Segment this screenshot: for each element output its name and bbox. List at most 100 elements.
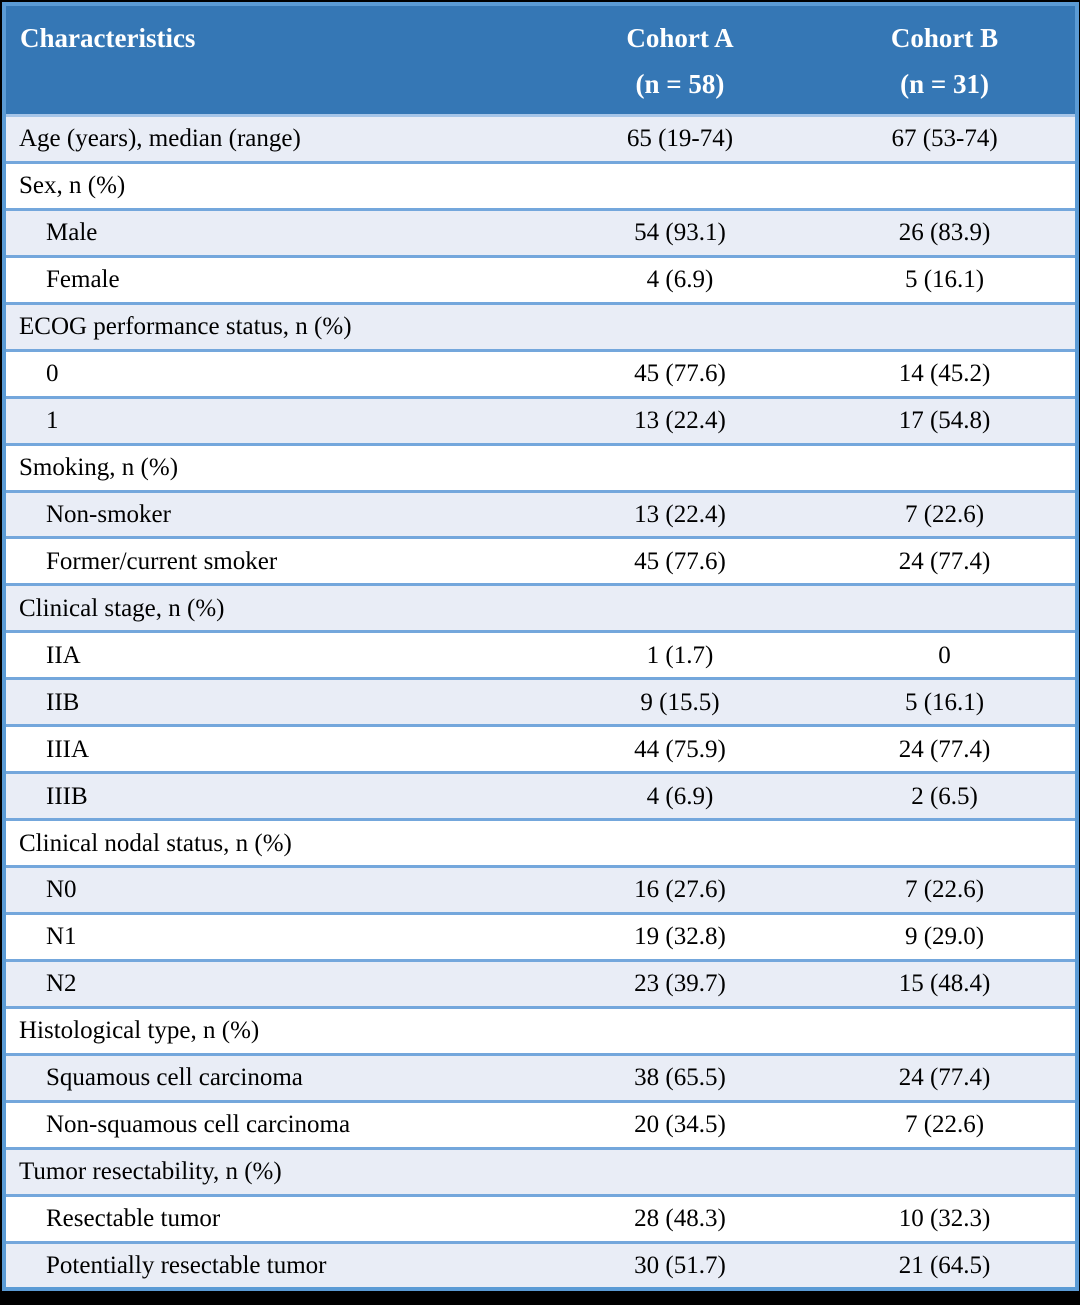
cohort-a-value: 4 (6.9)	[545, 772, 815, 820]
cohort-a-value	[545, 584, 815, 632]
row-label: Tumor resectability, n (%)	[4, 1148, 546, 1196]
cohort-a-value	[545, 444, 815, 491]
cohort-a-value: 44 (75.9)	[545, 725, 815, 773]
cohort-a-n: (n = 58)	[635, 69, 725, 99]
cohort-a-value: 38 (65.5)	[545, 1054, 815, 1102]
cohort-a-value	[545, 1007, 815, 1055]
cohort-a-value: 4 (6.9)	[545, 256, 815, 304]
row-label: Male	[4, 209, 546, 257]
row-label: Female	[4, 256, 546, 304]
cohort-b-value: 24 (77.4)	[814, 537, 1077, 585]
cohort-a-value: 9 (15.5)	[545, 678, 815, 726]
row-label: Clinical nodal status, n (%)	[4, 819, 546, 867]
cohort-b-value: 26 (83.9)	[814, 209, 1077, 257]
cohort-b-value	[814, 1148, 1077, 1196]
row-label: ECOG performance status, n (%)	[4, 303, 546, 351]
row-label: Smoking, n (%)	[4, 444, 546, 491]
cohort-a-value: 65 (19-74)	[545, 115, 815, 163]
cohort-a-name: Cohort A	[626, 23, 734, 53]
row-label: 0	[4, 350, 546, 398]
cohort-b-value	[814, 1007, 1077, 1055]
cohort-a-value: 54 (93.1)	[545, 209, 815, 257]
cohort-b-value	[814, 303, 1077, 351]
table-row: Female 4 (6.9) 5 (16.1)	[4, 256, 1077, 304]
table-row: Tumor resectability, n (%)	[4, 1148, 1077, 1196]
row-label: Clinical stage, n (%)	[4, 584, 546, 632]
header-cohort-a: Cohort A (n = 58)	[545, 4, 815, 116]
row-label: Former/current smoker	[4, 537, 546, 585]
cohort-b-value: 14 (45.2)	[814, 350, 1077, 398]
cohort-b-value: 24 (77.4)	[814, 1054, 1077, 1102]
cohort-b-value: 21 (64.5)	[814, 1242, 1077, 1289]
cohort-a-value	[545, 162, 815, 210]
cohort-a-value: 16 (27.6)	[545, 866, 815, 914]
row-label: Squamous cell carcinoma	[4, 1054, 546, 1102]
header-characteristics: Characteristics	[4, 4, 546, 116]
cohort-b-value	[814, 584, 1077, 632]
cohort-a-value: 13 (22.4)	[545, 397, 815, 445]
cohort-b-value	[814, 444, 1077, 491]
row-label: N0	[4, 866, 546, 914]
table-row: ECOG performance status, n (%)	[4, 303, 1077, 351]
table-row: 1 13 (22.4) 17 (54.8)	[4, 397, 1077, 445]
cohort-b-name: Cohort B	[890, 23, 999, 53]
cohort-b-value: 24 (77.4)	[814, 725, 1077, 773]
row-label: N1	[4, 913, 546, 961]
cohort-a-value: 1 (1.7)	[545, 631, 815, 679]
cohort-a-value	[545, 1148, 815, 1196]
table-header: Characteristics Cohort A (n = 58) Cohort…	[4, 4, 1077, 116]
table-row: Sex, n (%)	[4, 162, 1077, 210]
row-label: IIIA	[4, 725, 546, 773]
row-label: IIIB	[4, 772, 546, 820]
table-row: IIIB 4 (6.9) 2 (6.5)	[4, 772, 1077, 820]
table-row: Potentially resectable tumor 30 (51.7) 2…	[4, 1242, 1077, 1289]
cohort-b-value: 5 (16.1)	[814, 678, 1077, 726]
row-label: Non-smoker	[4, 491, 546, 538]
table-row: Male 54 (93.1) 26 (83.9)	[4, 209, 1077, 257]
table-row: Resectable tumor 28 (48.3) 10 (32.3)	[4, 1195, 1077, 1242]
cohort-b-value: 0	[814, 631, 1077, 679]
cohort-a-value: 45 (77.6)	[545, 537, 815, 585]
cohort-b-value: 9 (29.0)	[814, 913, 1077, 961]
table-row: Non-smoker 13 (22.4) 7 (22.6)	[4, 491, 1077, 538]
cohort-a-value: 28 (48.3)	[545, 1195, 815, 1242]
table-row: IIB 9 (15.5) 5 (16.1)	[4, 678, 1077, 726]
cohort-a-value	[545, 303, 815, 351]
table-row: Former/current smoker 45 (77.6) 24 (77.4…	[4, 537, 1077, 585]
cohort-b-value: 5 (16.1)	[814, 256, 1077, 304]
row-label: IIB	[4, 678, 546, 726]
table-row: Squamous cell carcinoma 38 (65.5) 24 (77…	[4, 1054, 1077, 1102]
cohort-a-value: 20 (34.5)	[545, 1101, 815, 1149]
cohort-b-value: 67 (53-74)	[814, 115, 1077, 163]
cohort-b-value: 7 (22.6)	[814, 866, 1077, 914]
row-label: Age (years), median (range)	[4, 115, 546, 163]
row-label: Potentially resectable tumor	[4, 1242, 546, 1289]
table-row: IIA 1 (1.7) 0	[4, 631, 1077, 679]
table-row: Age (years), median (range) 65 (19-74) 6…	[4, 115, 1077, 163]
table-row: N0 16 (27.6) 7 (22.6)	[4, 866, 1077, 914]
row-label: IIA	[4, 631, 546, 679]
cohort-b-n: (n = 31)	[900, 69, 989, 99]
row-label: Resectable tumor	[4, 1195, 546, 1242]
table-body: Age (years), median (range) 65 (19-74) 6…	[4, 115, 1077, 1289]
table-row: Clinical stage, n (%)	[4, 584, 1077, 632]
cohort-a-value: 45 (77.6)	[545, 350, 815, 398]
table-row: N1 19 (32.8) 9 (29.0)	[4, 913, 1077, 961]
row-label: Non-squamous cell carcinoma	[4, 1101, 546, 1149]
row-label: Histological type, n (%)	[4, 1007, 546, 1055]
table-row: 0 45 (77.6) 14 (45.2)	[4, 350, 1077, 398]
table-row: N2 23 (39.7) 15 (48.4)	[4, 960, 1077, 1008]
cohort-b-value: 10 (32.3)	[814, 1195, 1077, 1242]
row-label: N2	[4, 960, 546, 1008]
cohort-b-value: 15 (48.4)	[814, 960, 1077, 1008]
header-row: Characteristics Cohort A (n = 58) Cohort…	[4, 4, 1077, 116]
header-cohort-b: Cohort B (n = 31)	[814, 4, 1077, 116]
cohort-a-value: 19 (32.8)	[545, 913, 815, 961]
table-row: IIIA 44 (75.9) 24 (77.4)	[4, 725, 1077, 773]
row-label: Sex, n (%)	[4, 162, 546, 210]
cohort-b-value	[814, 162, 1077, 210]
table-row: Non-squamous cell carcinoma 20 (34.5) 7 …	[4, 1101, 1077, 1149]
cohort-b-value: 2 (6.5)	[814, 772, 1077, 820]
